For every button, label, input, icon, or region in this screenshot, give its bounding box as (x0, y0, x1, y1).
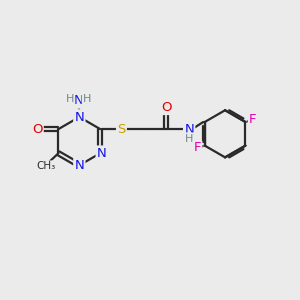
Text: N: N (74, 110, 84, 124)
Text: N: N (97, 147, 106, 160)
Text: F: F (249, 113, 256, 126)
Text: F: F (194, 141, 201, 154)
Text: N: N (74, 94, 84, 107)
Text: N: N (74, 159, 84, 172)
Text: H: H (66, 94, 74, 104)
Text: S: S (117, 123, 126, 136)
Text: CH₃: CH₃ (36, 161, 56, 172)
Text: N: N (184, 123, 194, 136)
Text: H: H (185, 134, 194, 143)
Text: O: O (161, 101, 171, 114)
Text: O: O (32, 123, 43, 136)
Text: H: H (83, 94, 91, 104)
